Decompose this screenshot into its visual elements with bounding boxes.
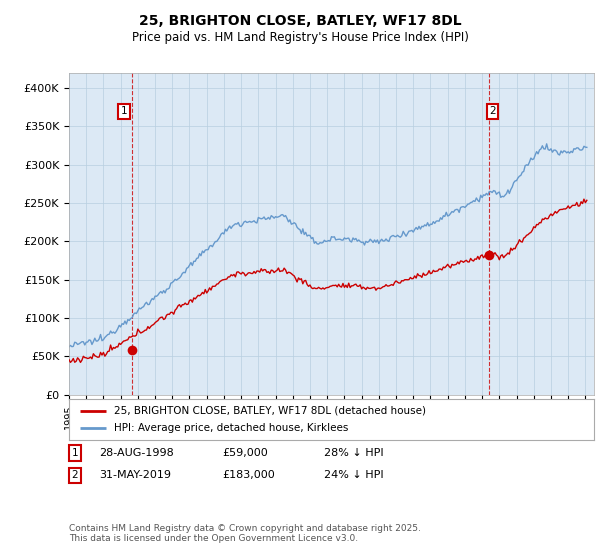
Text: 1: 1: [121, 106, 127, 116]
Text: 25, BRIGHTON CLOSE, BATLEY, WF17 8DL: 25, BRIGHTON CLOSE, BATLEY, WF17 8DL: [139, 14, 461, 28]
Text: 1: 1: [71, 448, 79, 458]
Text: 24% ↓ HPI: 24% ↓ HPI: [324, 470, 383, 480]
Text: Contains HM Land Registry data © Crown copyright and database right 2025.
This d: Contains HM Land Registry data © Crown c…: [69, 524, 421, 543]
Text: 25, BRIGHTON CLOSE, BATLEY, WF17 8DL (detached house): 25, BRIGHTON CLOSE, BATLEY, WF17 8DL (de…: [113, 405, 425, 416]
Text: 31-MAY-2019: 31-MAY-2019: [99, 470, 171, 480]
Text: 28-AUG-1998: 28-AUG-1998: [99, 448, 174, 458]
Text: 2: 2: [489, 106, 496, 116]
Text: HPI: Average price, detached house, Kirklees: HPI: Average price, detached house, Kirk…: [113, 423, 348, 433]
Text: 2: 2: [71, 470, 79, 480]
Text: £183,000: £183,000: [222, 470, 275, 480]
Text: £59,000: £59,000: [222, 448, 268, 458]
Text: Price paid vs. HM Land Registry's House Price Index (HPI): Price paid vs. HM Land Registry's House …: [131, 31, 469, 44]
Text: 28% ↓ HPI: 28% ↓ HPI: [324, 448, 383, 458]
